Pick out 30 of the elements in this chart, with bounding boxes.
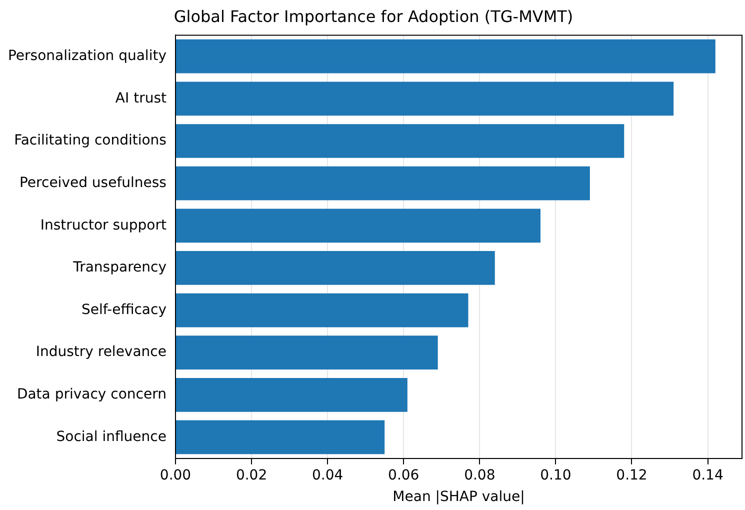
x-tick-label: 0.06 — [388, 467, 420, 484]
y-tick-label: Instructor support — [40, 217, 167, 234]
y-tick-label: Transparency — [72, 260, 166, 276]
y-tick-label: Personalization quality — [8, 48, 166, 64]
x-tick-label: 0.10 — [540, 467, 572, 484]
y-tick-label: Industry relevance — [36, 344, 166, 360]
x-tick-label: 0.08 — [464, 467, 496, 484]
chart-title: Global Factor Importance for Adoption (TG-MVMT) — [174, 6, 574, 26]
bar — [176, 378, 408, 412]
bar — [176, 208, 540, 243]
bar — [176, 251, 495, 285]
bar — [176, 420, 385, 454]
bar — [176, 166, 590, 200]
y-tick-label: Data privacy concern — [16, 386, 166, 403]
x-tick-label: 0.00 — [160, 467, 192, 484]
y-tick-label: Self-efficacy — [81, 302, 166, 318]
x-tick-label: 0.02 — [236, 467, 268, 484]
bar — [176, 336, 438, 370]
x-tick-label: 0.14 — [692, 467, 724, 484]
y-tick-label: Facilitating conditions — [14, 132, 166, 149]
bar — [176, 39, 716, 74]
x-tick-label: 0.04 — [312, 467, 344, 484]
y-tick-label: AI trust — [115, 90, 167, 106]
bar — [176, 124, 624, 158]
x-tick-label: 0.12 — [616, 467, 648, 484]
y-tick-label: Perceived usefulness — [19, 174, 166, 191]
bar — [176, 293, 468, 328]
bar — [176, 82, 674, 116]
x-axis-title: Mean |SHAP value| — [392, 489, 525, 506]
y-tick-label: Social influence — [56, 428, 166, 445]
